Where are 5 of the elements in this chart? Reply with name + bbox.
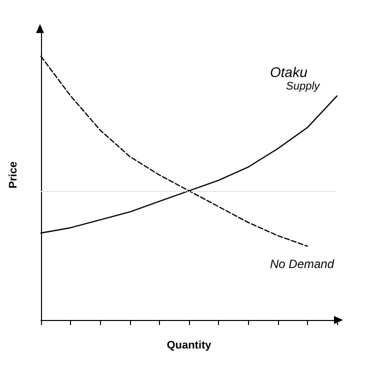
annotation: No Demand bbox=[270, 257, 334, 271]
y-axis-title: Price bbox=[8, 162, 20, 188]
annotation: Otaku bbox=[270, 64, 308, 80]
x-axis-title: Quantity bbox=[166, 340, 212, 352]
annotation: Supply bbox=[286, 80, 322, 92]
